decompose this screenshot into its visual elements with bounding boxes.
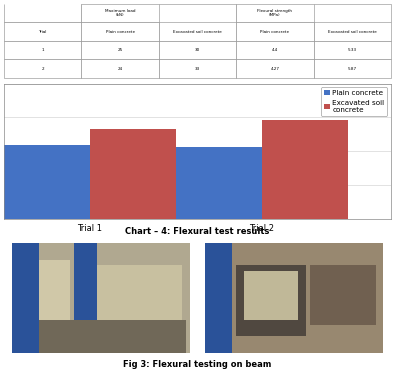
Bar bbox=[12, 243, 190, 352]
Bar bbox=[4, 145, 90, 219]
Bar bbox=[97, 265, 182, 325]
Bar bbox=[236, 265, 306, 336]
Text: Chart – 4: Flexural test results: Chart – 4: Flexural test results bbox=[125, 227, 270, 236]
Bar bbox=[90, 129, 176, 219]
Bar bbox=[190, 243, 205, 352]
Text: Fig 3: Flexural testing on beam: Fig 3: Flexural testing on beam bbox=[123, 360, 272, 369]
Bar bbox=[205, 243, 383, 352]
Legend: Plain concrete, Excavated soil
concrete: Plain concrete, Excavated soil concrete bbox=[321, 87, 387, 116]
Bar bbox=[39, 320, 186, 352]
Bar bbox=[262, 120, 348, 219]
Bar bbox=[12, 243, 39, 352]
Bar bbox=[39, 260, 70, 320]
Bar bbox=[176, 147, 262, 219]
Bar bbox=[244, 271, 298, 320]
Bar bbox=[310, 265, 376, 325]
Bar bbox=[73, 243, 97, 352]
Bar bbox=[205, 243, 232, 352]
